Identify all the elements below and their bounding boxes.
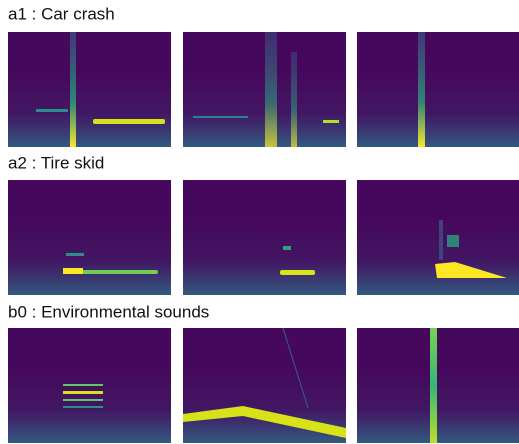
- spectral-feature: [283, 246, 291, 250]
- spectral-feature: [36, 109, 68, 112]
- spectrogram-background: [8, 32, 171, 147]
- spectral-feature: [430, 328, 437, 443]
- spectral-feature: [63, 384, 103, 386]
- spectrogram: [357, 32, 519, 147]
- spectrogram: [357, 180, 519, 295]
- spectrogram-background: [8, 180, 171, 295]
- spectral-feature: [66, 253, 84, 256]
- spectral-feature: [63, 391, 103, 394]
- spectral-feature: [63, 268, 83, 274]
- section-label: a2 : Tire skid: [8, 153, 104, 172]
- section-label: b0 : Environmental sounds: [8, 302, 209, 321]
- spectral-feature: [63, 406, 103, 408]
- spectrogram-background: [357, 32, 519, 147]
- spectrogram-background: [183, 180, 346, 295]
- spectral-feature: [323, 120, 339, 123]
- spectral-feature: [63, 399, 103, 401]
- spectrogram-background: [357, 328, 519, 443]
- spectral-feature: [291, 52, 297, 147]
- figure: a1 : Car crash a2 : Tire skid b0 : Envir…: [0, 0, 519, 444]
- spectral-feature: [193, 116, 248, 118]
- spectrogram: [183, 180, 346, 295]
- spectrogram: [8, 328, 171, 443]
- spectrogram: [183, 32, 346, 147]
- spectrogram: [357, 328, 519, 443]
- spectrogram: [183, 328, 346, 443]
- spectral-feature: [447, 235, 459, 247]
- spectral-feature: [265, 32, 277, 147]
- section-label: a1 : Car crash: [8, 4, 115, 23]
- spectral-feature: [439, 220, 443, 260]
- spectrogram: [8, 180, 171, 295]
- spectral-feature: [70, 32, 76, 147]
- spectral-feature: [280, 270, 315, 275]
- spectral-feature: [93, 119, 165, 124]
- spectrogram: [8, 32, 171, 147]
- spectrogram-background: [183, 32, 346, 147]
- spectral-feature: [418, 32, 425, 147]
